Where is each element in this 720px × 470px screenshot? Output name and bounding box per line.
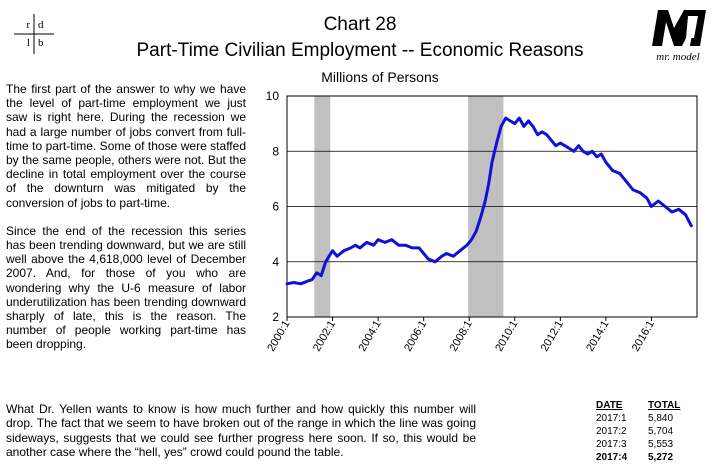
x-tick-label: 2002:1 bbox=[311, 319, 338, 354]
mr-model-logo: mr. model bbox=[652, 10, 706, 63]
table-row: 2017:4 5,272 bbox=[596, 451, 680, 464]
table-cell-date: 2017:3 bbox=[596, 439, 627, 450]
y-tick-label: 4 bbox=[272, 255, 279, 269]
y-tick-label: 6 bbox=[272, 200, 279, 214]
x-tick-label: 2012:1 bbox=[539, 319, 566, 354]
table-cell-total: 5,704 bbox=[648, 426, 674, 437]
rdlb-logo-letter-d: d bbox=[38, 19, 44, 31]
table-cell-date: 2017:4 bbox=[596, 452, 628, 463]
chart-subtitle: Part-Time Civilian Employment -- Economi… bbox=[136, 40, 584, 61]
rdlb-logo-letter-r: r bbox=[26, 19, 30, 31]
rdlb-logo-letter-b: b bbox=[38, 37, 44, 49]
y-tick-label: 2 bbox=[272, 310, 279, 324]
bottom-commentary: What Dr. Yellen wants to know is how muc… bbox=[6, 402, 476, 459]
plot-frame bbox=[286, 95, 698, 318]
x-tick-label: 2004:1 bbox=[356, 319, 383, 354]
table-cell-total: 5,553 bbox=[648, 439, 674, 450]
chart-number-title: Chart 28 bbox=[323, 14, 397, 35]
commentary-paragraph-1: The first part of the answer to why we h… bbox=[6, 82, 246, 210]
y-tick-label: 8 bbox=[272, 144, 279, 158]
rdlb-logo: r d l b bbox=[14, 14, 54, 54]
x-tick-label: 2006:1 bbox=[402, 319, 429, 354]
commentary-column: The first part of the answer to why we h… bbox=[6, 82, 246, 366]
table-header-row: DATE TOTAL bbox=[596, 400, 680, 412]
table-header-total: TOTAL bbox=[648, 400, 681, 411]
x-tick-label: 2016:1 bbox=[630, 319, 657, 354]
table-cell-date: 2017:2 bbox=[596, 426, 627, 437]
table-header-date: DATE bbox=[596, 400, 623, 411]
x-tick-label: 2010:1 bbox=[493, 319, 520, 354]
table-cell-total: 5,272 bbox=[648, 452, 674, 463]
x-tick-label: 2000:1 bbox=[265, 319, 292, 354]
table-row: 2017:2 5,704 bbox=[596, 425, 680, 438]
rdlb-logo-letter-l: l bbox=[27, 37, 30, 49]
table-row: 2017:1 5,840 bbox=[596, 412, 680, 425]
table-cell-total: 5,840 bbox=[648, 413, 674, 424]
y-tick-label: 10 bbox=[266, 89, 280, 103]
table-cell-date: 2017:1 bbox=[596, 413, 627, 424]
quarterly-data-table: DATE TOTAL 2017:1 5,840 2017:2 5,704 201… bbox=[596, 400, 680, 464]
line-chart: Millions of Persons 2 4 6 8 10 2000:1 2002:1 2… bbox=[265, 69, 698, 354]
commentary-paragraph-2: Since the end of the recession this seri… bbox=[6, 223, 246, 352]
series-line bbox=[285, 116, 693, 286]
chart-title: Millions of Persons bbox=[321, 69, 439, 85]
mr-model-caption: mr. model bbox=[656, 51, 699, 63]
x-tick-label: 2014:1 bbox=[584, 319, 611, 354]
table-row: 2017:3 5,553 bbox=[596, 438, 680, 451]
x-tick-label: 2008:1 bbox=[448, 319, 475, 354]
